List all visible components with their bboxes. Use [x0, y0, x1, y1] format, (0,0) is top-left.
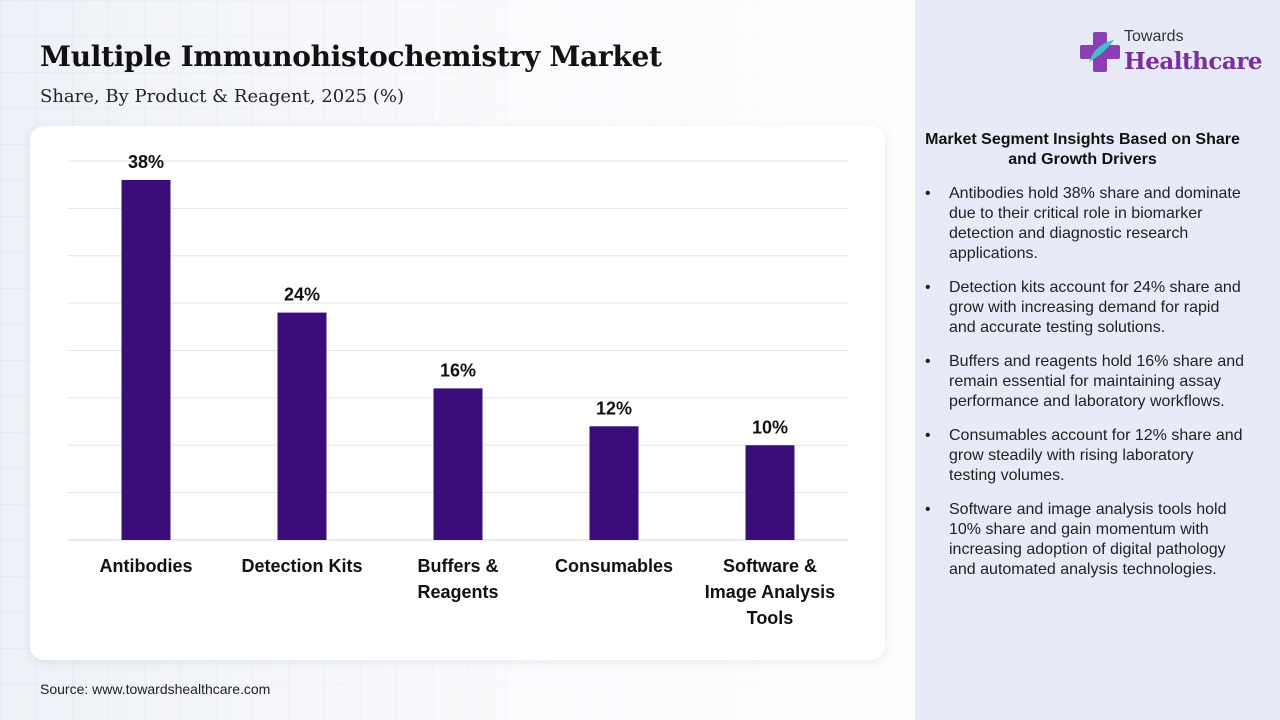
data-label-1: 24%	[284, 285, 320, 305]
data-label-3: 12%	[596, 398, 632, 418]
category-label-4: Software & Image Analysis Tools	[705, 556, 835, 628]
insight-item: Buffers and reagents hold 16% share and …	[925, 352, 1245, 412]
category-label-1: Detection Kits	[241, 556, 362, 576]
chart-card: 38% Antibodies 24% Detection Kits 16% Buffers…	[30, 126, 885, 660]
brand-logo: Towards Healthcare	[1080, 26, 1263, 82]
source-note: Source: www.towardshealthcare.com	[40, 681, 271, 697]
chart-title: Multiple Immunohistochemistry Market	[40, 40, 662, 73]
chart-subtitle: Share, By Product & Reagent, 2025 (%)	[40, 86, 404, 107]
category-label-3: Consumables	[555, 556, 673, 576]
bar-2	[433, 388, 483, 540]
insight-item: Software and image analysis tools hold 1…	[925, 500, 1245, 580]
insights-list: Antibodies hold 38% share and dominate d…	[925, 184, 1245, 594]
data-label-4: 10%	[752, 417, 788, 437]
insight-item: Consumables account for 12% share and gr…	[925, 426, 1245, 486]
insight-item: Antibodies hold 38% share and dominate d…	[925, 184, 1245, 264]
bar-3	[589, 426, 639, 540]
bar-chart: 38% Antibodies 24% Detection Kits 16% Buffers…	[68, 152, 848, 628]
data-label-2: 16%	[440, 360, 476, 380]
category-label-2: Buffers & Reagents	[417, 556, 498, 602]
data-label-0: 38%	[128, 152, 164, 172]
bar-0	[121, 179, 171, 540]
bar-4	[745, 445, 795, 540]
category-label-0: Antibodies	[100, 556, 193, 576]
logo-main-text: Healthcare	[1124, 48, 1263, 75]
logo-top-text: Towards	[1124, 28, 1184, 45]
insight-item: Detection kits account for 24% share and…	[925, 278, 1245, 338]
bar-1	[277, 312, 327, 540]
medical-cross-icon	[1080, 32, 1120, 72]
insights-title: Market Segment Insights Based on Share a…	[925, 131, 1240, 168]
